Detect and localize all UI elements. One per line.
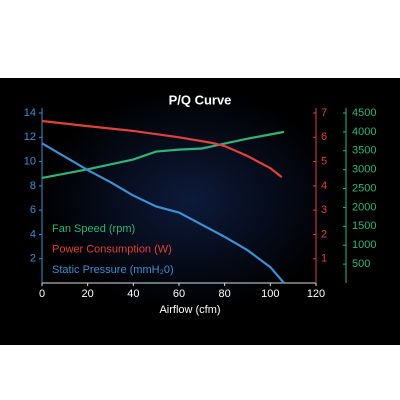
y-tick-label: 4 [30,228,36,240]
glow [40,90,340,310]
y-tick-label: 1 [321,253,327,265]
y-tick-label: 3 [321,204,327,216]
series-line [41,130,285,180]
y-tick-label: 12 [24,131,36,143]
y-tick-label: 2 [30,253,36,265]
y-tick-label: 10 [24,155,36,167]
x-tick-label: 80 [219,288,231,300]
y-tick-label: 4000 [352,126,376,138]
series-line [41,119,283,178]
y-tick-label: 6 [321,131,327,143]
y-tick-label: 3000 [352,164,376,176]
legend-label: Fan Speed (rpm) [52,223,135,235]
y-tick-label: 5 [321,155,327,167]
x-tick-label: 0 [39,288,45,300]
y-tick-label: 8 [30,180,36,192]
legend-label: Static Pressure (mmH₂0) [52,264,174,276]
x-axis-label: Airflow (cfm) [159,304,220,316]
y-tick-label: 3500 [352,145,376,157]
y-tick-label: 6 [30,204,36,216]
x-tick-label: 20 [82,288,94,300]
y-tick-label: 500 [352,258,370,270]
x-tick-label: 100 [261,288,279,300]
x-tick-label: 40 [127,288,139,300]
y-tick-label: 4 [321,180,327,192]
y-tick-label: 4500 [352,107,376,119]
y-tick-label: 1000 [352,239,376,251]
legend-label: Power Consumption (W) [52,243,172,255]
x-tick-label: 120 [307,288,325,300]
series-line [41,142,285,284]
y-tick-label: 1500 [352,220,376,232]
y-tick-label: 2000 [352,201,376,213]
y-tick-label: 2500 [352,182,376,194]
y-tick-label: 14 [24,107,36,119]
x-tick-label: 60 [173,288,185,300]
y-tick-label: 7 [321,107,327,119]
y-tick-label: 2 [321,228,327,240]
chart-title: P/Q Curve [169,92,232,107]
